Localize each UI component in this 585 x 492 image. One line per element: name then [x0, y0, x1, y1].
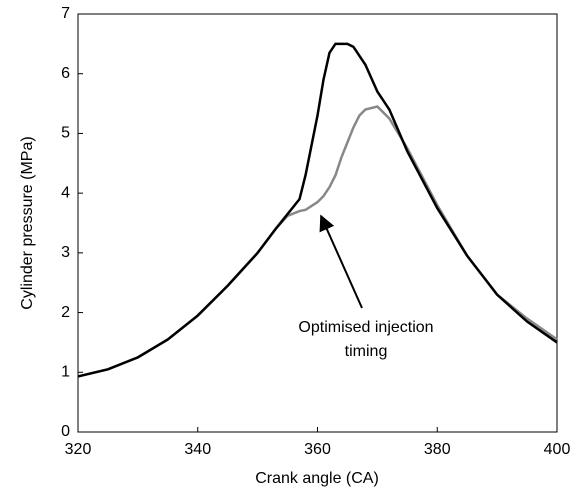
y-tick-label: 7 [61, 5, 70, 22]
y-tick-label: 2 [61, 304, 70, 321]
y-tick-label: 6 [61, 65, 70, 82]
y-tick-label: 3 [61, 244, 70, 261]
plot-frame [77, 13, 558, 433]
y-axis-label: Cylinder pressure (MPa) [19, 136, 36, 309]
x-tick-label: 400 [544, 441, 571, 458]
x-tick-label: 320 [65, 441, 92, 458]
annotation-line: timing [345, 343, 388, 360]
x-axis-label: Crank angle (CA) [255, 470, 379, 487]
y-tick-label: 0 [61, 423, 70, 440]
y-tick-label: 5 [61, 125, 70, 142]
x-tick-label: 360 [304, 441, 331, 458]
series-line [77, 42, 558, 378]
annotation-line: Optimised injection [298, 319, 433, 336]
y-tick-label: 1 [61, 364, 70, 381]
x-tick-label: 380 [424, 441, 451, 458]
annotation-arrow [319, 214, 363, 309]
x-tick-label: 340 [184, 441, 211, 458]
y-tick-label: 4 [61, 184, 70, 201]
